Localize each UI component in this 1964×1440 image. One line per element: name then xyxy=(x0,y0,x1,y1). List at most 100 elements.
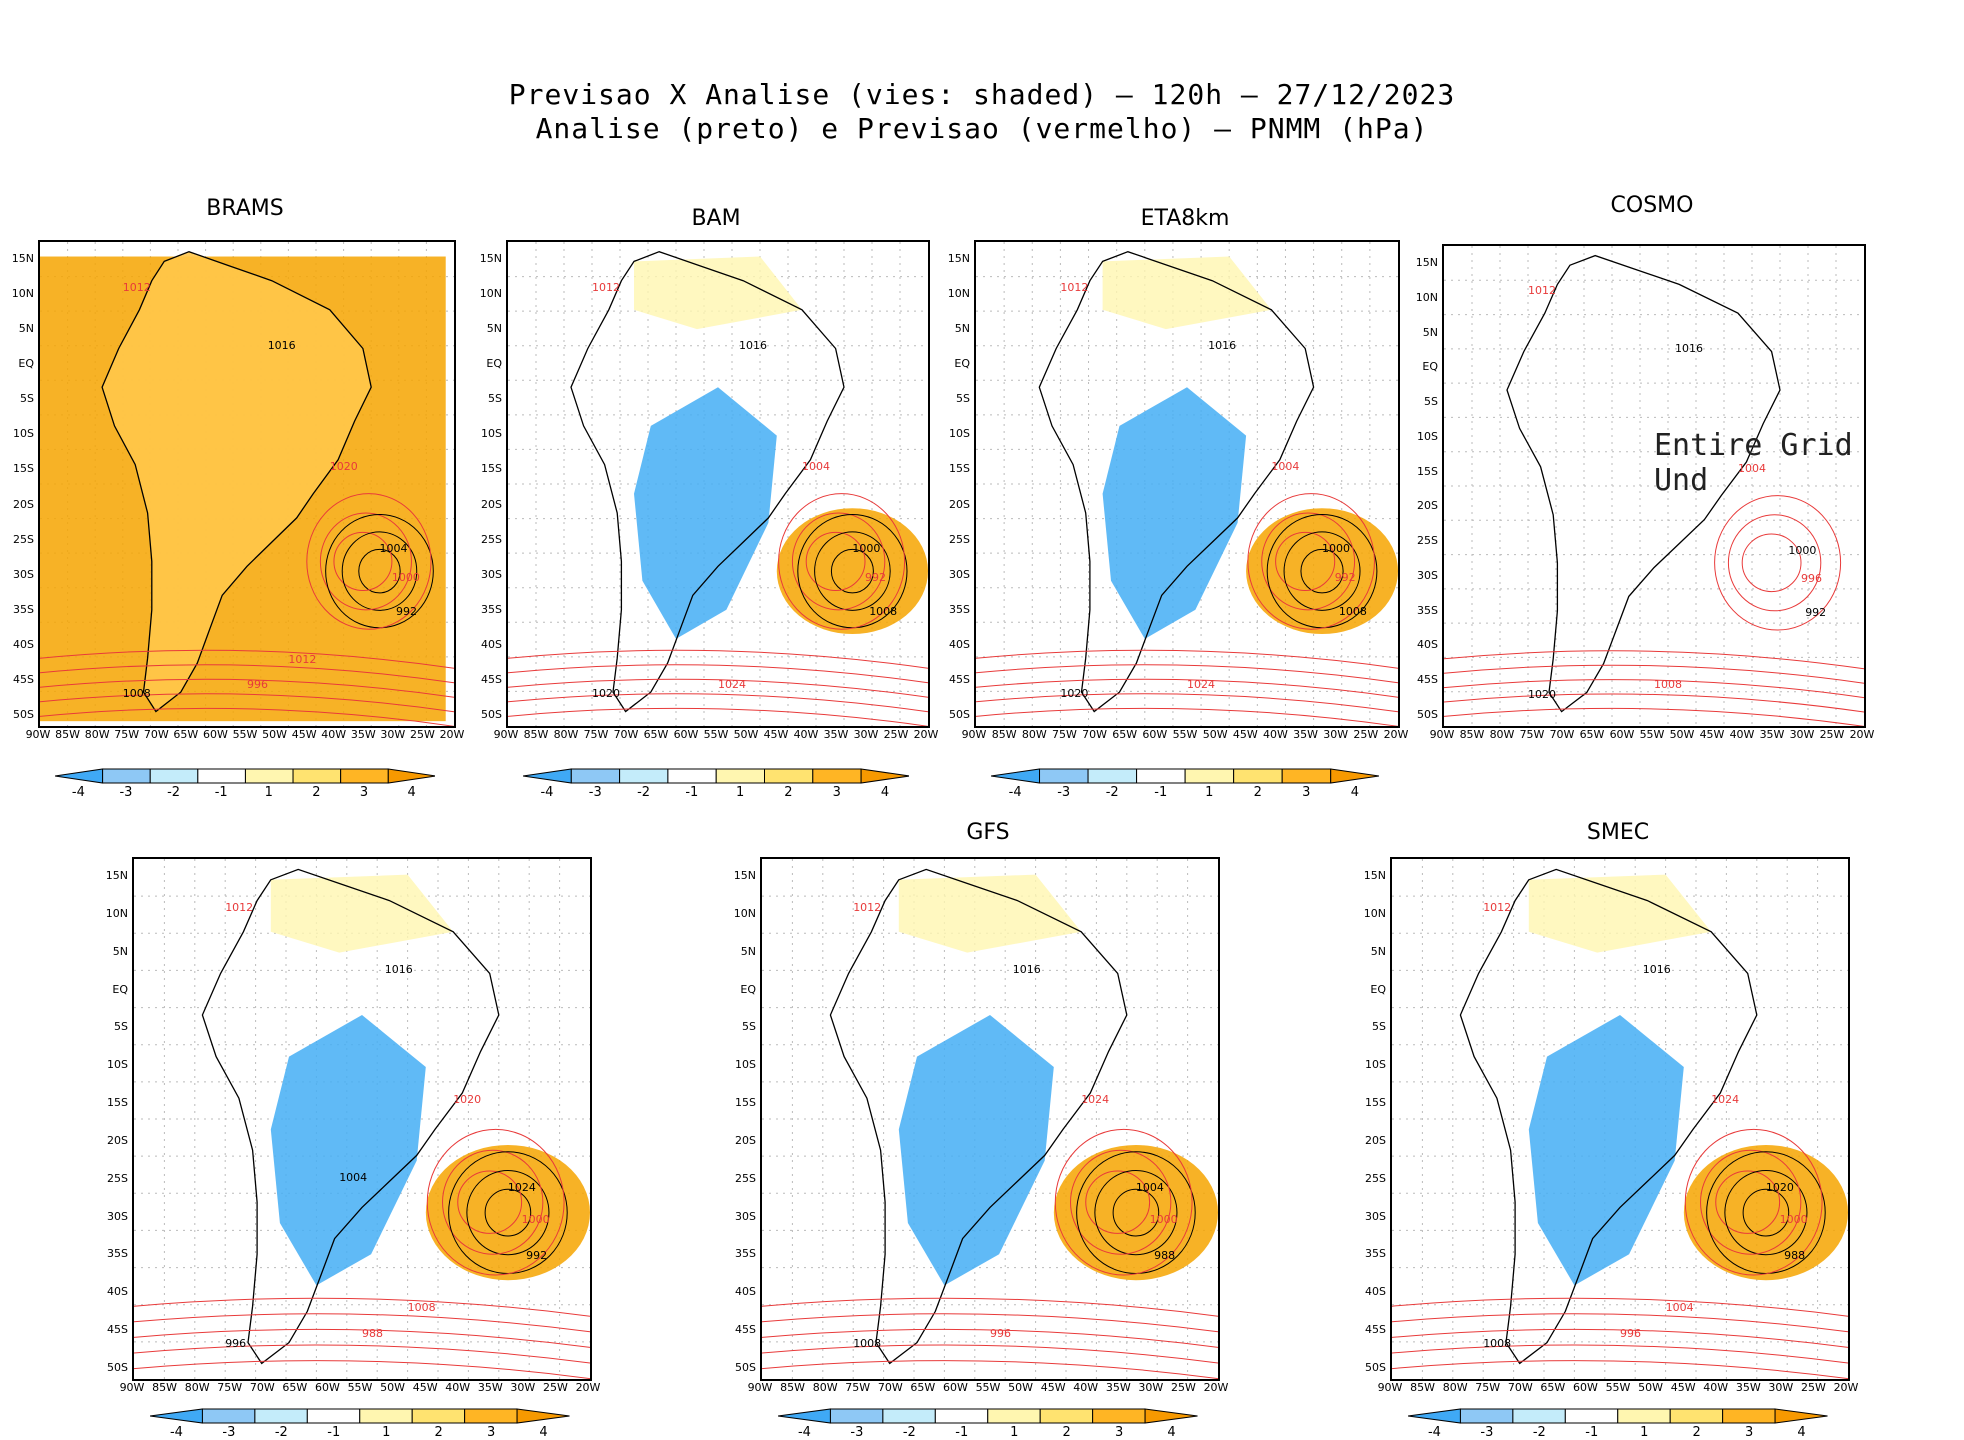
lat-tick-label: 20S xyxy=(107,1133,128,1147)
lat-tick-label: 50S xyxy=(1417,708,1438,721)
panel-title-gfs: GFS xyxy=(966,820,1010,845)
lon-tick-label: 50W xyxy=(1638,1381,1663,1394)
lat-tick-label: 5N xyxy=(1370,944,1386,958)
lat-tick-label: 40S xyxy=(13,637,34,651)
colorbar-label: -2 xyxy=(274,1425,288,1440)
panel-title-bam: BAM xyxy=(691,206,741,231)
colorbar-segment xyxy=(1617,1408,1671,1424)
lat-tick-label: 15N xyxy=(105,869,128,882)
colorbar-label: 1 xyxy=(736,785,745,800)
lon-tick-label: 80W xyxy=(812,1381,838,1394)
lon-tick-label: 80W xyxy=(553,728,579,741)
lon-tick-label: 60W xyxy=(1609,728,1635,741)
analysis-isobar xyxy=(1724,1169,1808,1256)
forecast-isobar xyxy=(1714,495,1842,631)
lon-tick-label: 30W xyxy=(1768,1381,1794,1394)
lon-tick-label: 25W xyxy=(409,728,435,741)
bias-shading-negative xyxy=(1102,387,1247,639)
lon-tick-label: 55W xyxy=(1639,728,1665,741)
lon-tick-label: 50W xyxy=(1669,728,1695,741)
lat-tick-label: 10S xyxy=(1417,429,1438,443)
colorbar-label: -1 xyxy=(214,785,228,800)
colorbar-label: -2 xyxy=(1105,785,1119,800)
figure-title-line-1: Previsao X Analise (vies: shaded) — 120h… xyxy=(508,78,1456,111)
lon-tick-label: 55W xyxy=(703,728,729,741)
isobar-label: 1000 xyxy=(1149,1212,1178,1226)
colorbar-label: -4 xyxy=(1427,1425,1441,1440)
colorbar-label: -1 xyxy=(955,1425,969,1440)
forecast-isobar xyxy=(976,649,1398,669)
lon-tick-label: 75W xyxy=(114,728,140,741)
isobar-label: 1008 xyxy=(407,1301,436,1314)
bias-shading-land xyxy=(102,251,372,712)
lon-tick-label: 20W xyxy=(1849,728,1875,741)
lon-tick-label: 65W xyxy=(643,728,669,741)
colorbar-label: 1 xyxy=(1205,785,1214,800)
colorbar-segment xyxy=(359,1408,413,1424)
forecast-isobar xyxy=(1054,1128,1193,1276)
forecast-isobar xyxy=(762,1297,1218,1317)
lat-tick-label: 10N xyxy=(947,287,970,301)
colorbar-label: 3 xyxy=(1114,1425,1124,1440)
forecast-isobar xyxy=(762,1313,1218,1333)
lat-tick-label: 5S xyxy=(1424,395,1438,409)
colorbar-segment xyxy=(1722,1408,1776,1424)
isobar-label: 1000 xyxy=(521,1212,550,1226)
colorbar-segment xyxy=(1330,768,1380,784)
isobar-label: 1008 xyxy=(122,687,151,701)
forecast-isobar xyxy=(1741,533,1802,593)
lon-tick-label: 20W xyxy=(575,1381,601,1394)
lat-tick-label: 45S xyxy=(481,672,502,686)
isobar-label: 1024 xyxy=(1081,1093,1110,1106)
forecast-isobar xyxy=(40,693,454,713)
colorbar-segment xyxy=(307,1408,361,1424)
lon-tick-label: 55W xyxy=(975,1381,1001,1394)
lat-tick-label: 10S xyxy=(949,427,970,441)
isobar-label: 992 xyxy=(396,605,418,618)
analysis-isobar xyxy=(1094,1169,1178,1256)
colorbar-label: -1 xyxy=(1585,1425,1599,1440)
colorbar-label: -1 xyxy=(327,1425,341,1440)
bias-shading-negative xyxy=(634,387,777,639)
lat-tick-label: 20S xyxy=(13,497,34,511)
lon-tick-label: 30W xyxy=(380,728,406,741)
lon-tick-label: 45W xyxy=(1232,728,1258,741)
isobar-label: 988 xyxy=(1154,1249,1176,1262)
isobar-label: 1004 xyxy=(802,459,830,473)
colorbar-segment xyxy=(464,1408,518,1424)
isobar-label: 1004 xyxy=(339,1171,368,1184)
lat-tick-label: 30S xyxy=(735,1209,756,1223)
isobar-label: 1020 xyxy=(1528,687,1556,701)
isobar-label: 1016 xyxy=(739,338,767,352)
lon-tick-label: 35W xyxy=(1735,1381,1761,1394)
isobar-label: 1016 xyxy=(1208,338,1237,352)
colorbar xyxy=(1408,1408,1828,1424)
lon-tick-label: 85W xyxy=(1410,1381,1435,1394)
lat-tick-label: 50S xyxy=(1365,1361,1386,1374)
analysis-isobar xyxy=(484,1188,532,1237)
analysis-isobar xyxy=(1742,1188,1790,1237)
colorbar-segment xyxy=(1038,768,1089,784)
lat-tick-label: 5S xyxy=(1372,1020,1386,1034)
lon-tick-label: 45W xyxy=(1040,1381,1066,1394)
forecast-isobar xyxy=(1392,1297,1848,1317)
isobar-label: 1024 xyxy=(1187,677,1215,691)
lon-tick-label: 70W xyxy=(249,1381,275,1394)
isobar-label: 1012 xyxy=(288,653,317,667)
lat-tick-label: 25S xyxy=(481,532,502,546)
colorbar-segment xyxy=(254,1408,309,1424)
lon-tick-label: 80W xyxy=(1021,728,1047,741)
figure-title-line-2: Analise (preto) e Previsao (vermelho) — … xyxy=(535,112,1429,145)
lon-tick-label: 30W xyxy=(1323,728,1349,741)
lon-tick-label: 60W xyxy=(314,1381,340,1394)
forecast-isobar xyxy=(1261,512,1356,611)
map-drawing-smec xyxy=(1392,859,1848,1379)
colorbar-label: 2 xyxy=(1692,1425,1701,1440)
bias-shading-weak-positive xyxy=(270,874,454,953)
lon-tick-label: 85W xyxy=(152,1381,177,1394)
forecast-isobar xyxy=(1444,693,1864,713)
lat-tick-label: 10S xyxy=(735,1058,756,1072)
analysis-isobar xyxy=(1283,531,1361,611)
colorbar-segment xyxy=(101,768,151,784)
isobar-label: 1016 xyxy=(1012,963,1041,976)
